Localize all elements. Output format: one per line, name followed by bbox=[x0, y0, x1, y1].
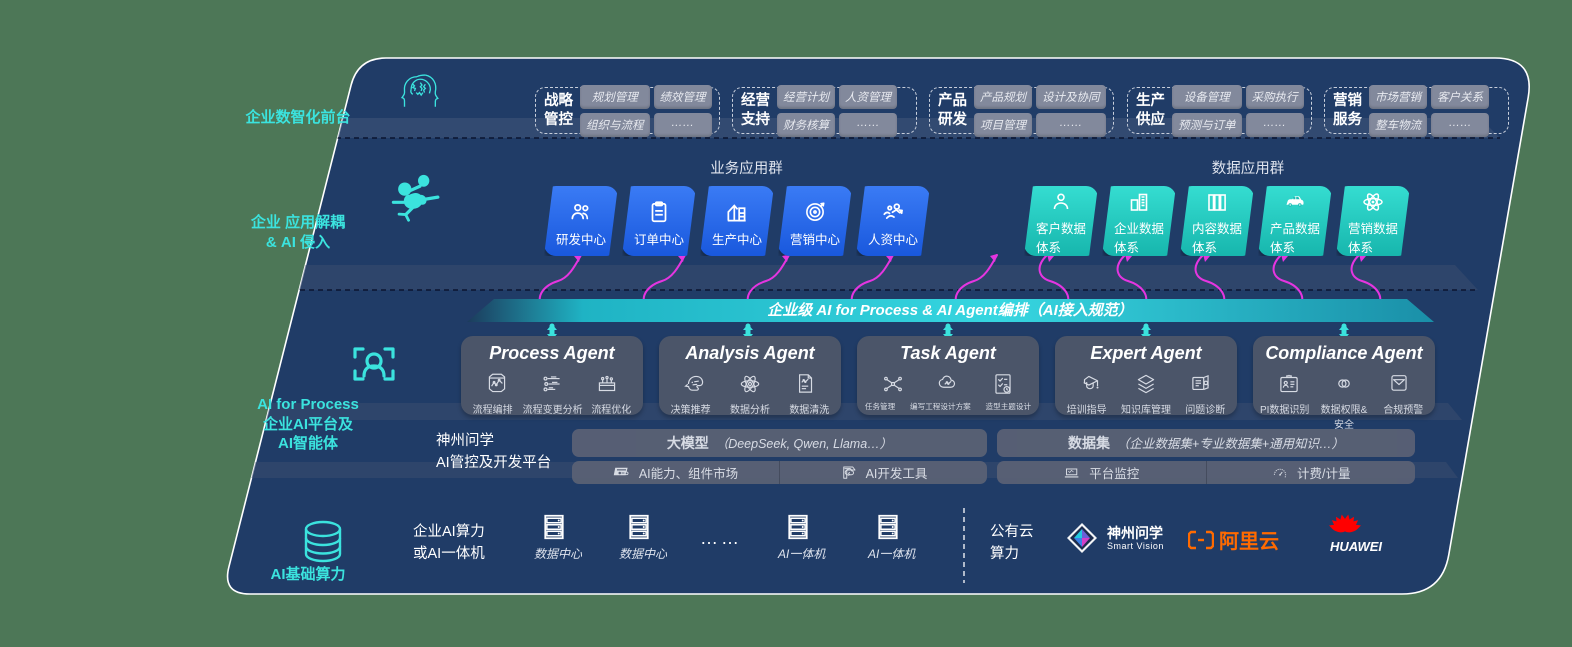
svg-text:企业级 AI for Process & AI Agent编: 企业级 AI for Process & AI Agent编排（AI接入规范） bbox=[767, 301, 1133, 319]
